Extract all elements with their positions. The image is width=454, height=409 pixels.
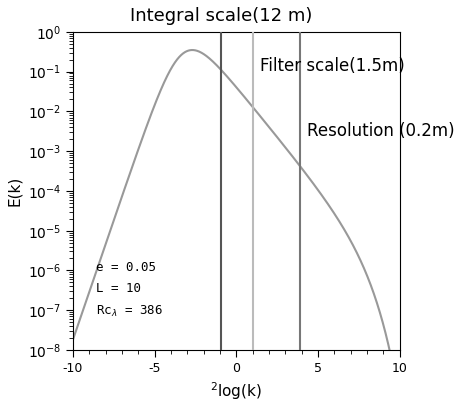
X-axis label: $^{2}$log(k): $^{2}$log(k): [210, 380, 262, 402]
Y-axis label: E(k): E(k): [7, 176, 22, 206]
Text: e = 0.05
L = 10
Rc$_{\lambda}$ = 386: e = 0.05 L = 10 Rc$_{\lambda}$ = 386: [96, 261, 163, 319]
Text: Resolution (0.2m): Resolution (0.2m): [307, 122, 454, 140]
Text: Filter scale(1.5m): Filter scale(1.5m): [260, 57, 405, 75]
Text: Integral scale(12 m): Integral scale(12 m): [130, 7, 312, 25]
